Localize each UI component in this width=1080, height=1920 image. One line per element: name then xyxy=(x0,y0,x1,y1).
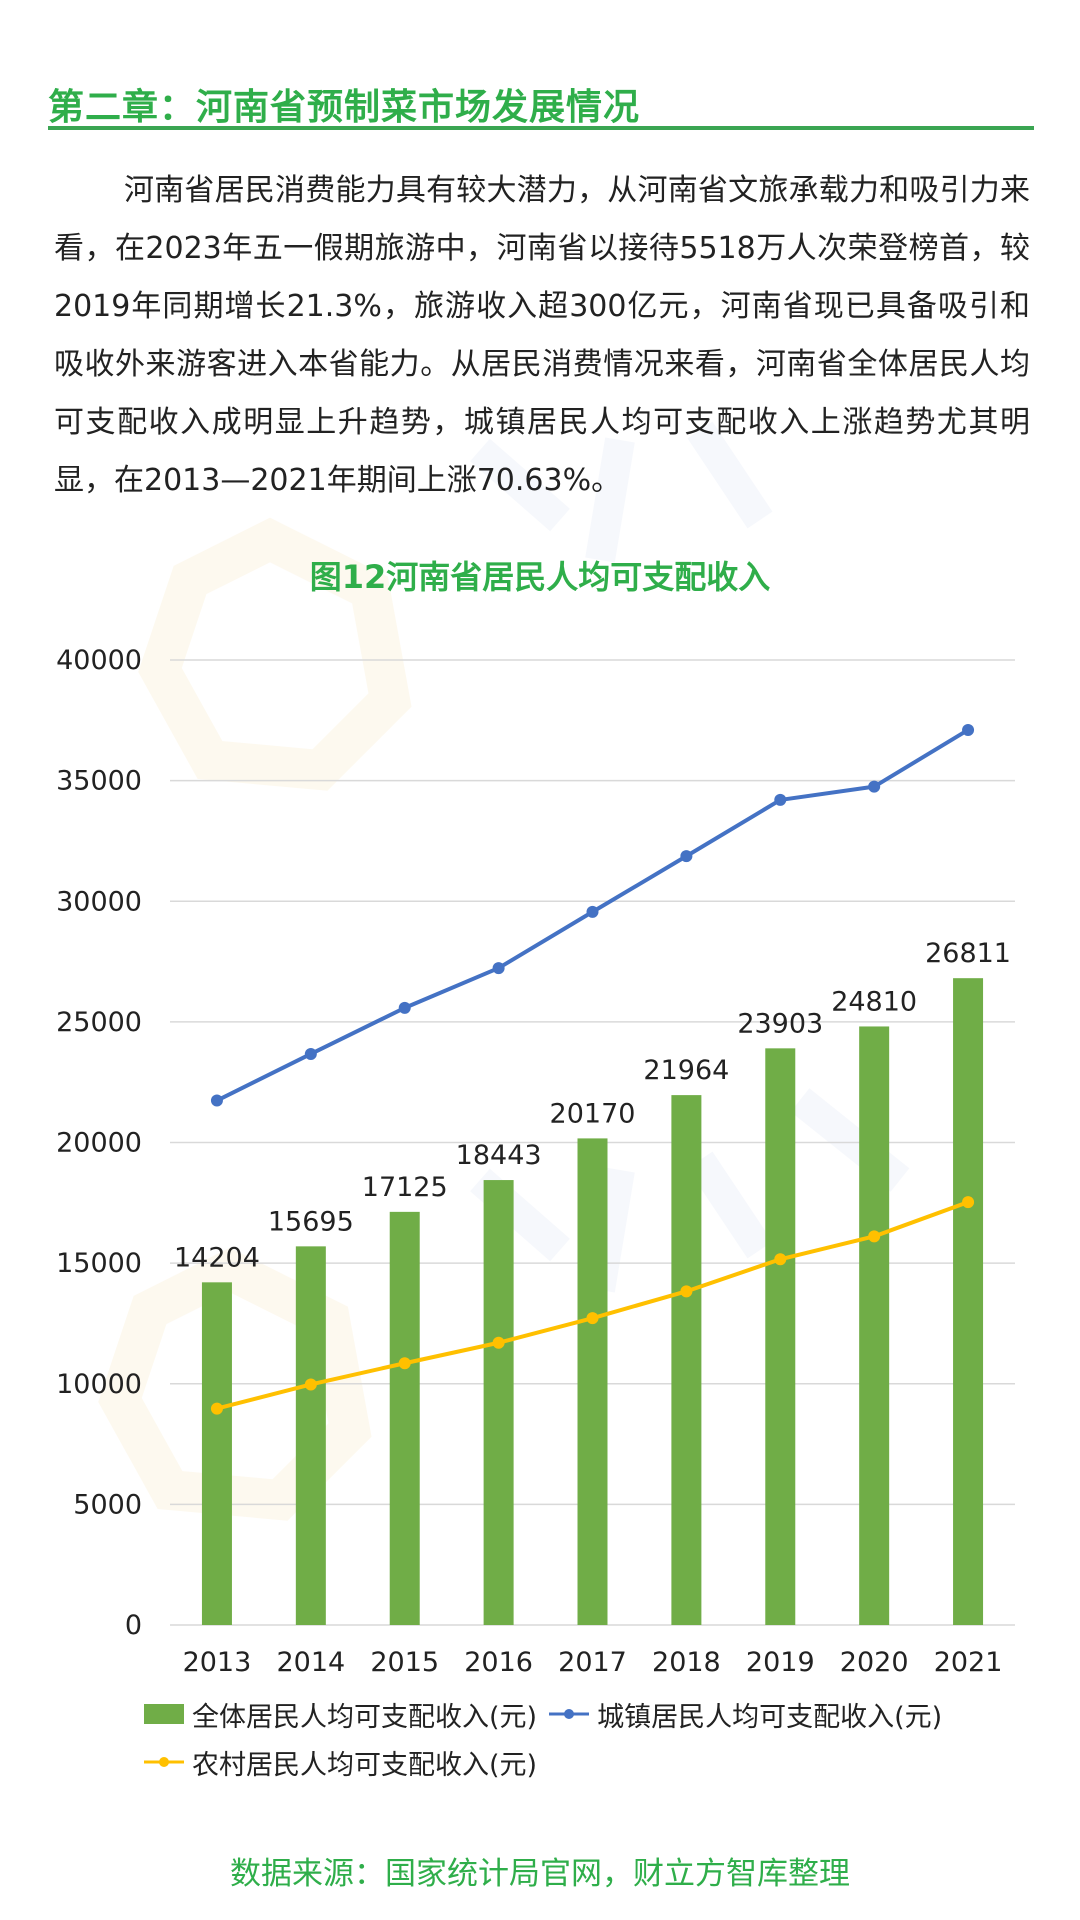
bar-data-label: 26811 xyxy=(925,938,1011,969)
legend-item-total: 全体居民人均可支配收入(元) xyxy=(144,1695,537,1734)
bar-data-label: 15695 xyxy=(268,1206,354,1237)
x-tick-label: 2016 xyxy=(464,1647,533,1678)
legend-item-rural: 农村居民人均可支配收入(元) xyxy=(144,1743,537,1782)
chart-title: 图12河南省居民人均可支配收入 xyxy=(309,558,771,596)
rural-income-point xyxy=(398,1357,411,1370)
bar-data-label: 17125 xyxy=(362,1172,448,1203)
title-divider xyxy=(48,126,1034,130)
urban-income-point xyxy=(398,1001,411,1014)
rural-income-point xyxy=(774,1253,787,1266)
y-tick-label: 10000 xyxy=(56,1369,142,1400)
urban-income-point xyxy=(492,962,505,975)
legend-label-total: 全体居民人均可支配收入(元) xyxy=(192,1701,538,1733)
bar xyxy=(859,1026,890,1625)
rural-income-point xyxy=(680,1285,693,1298)
x-tick-label: 2020 xyxy=(840,1647,909,1678)
rural-income-point xyxy=(962,1196,975,1209)
urban-income-point xyxy=(210,1094,223,1107)
bar xyxy=(295,1246,326,1625)
bar xyxy=(577,1138,608,1625)
legend-label-rural: 农村居民人均可支配收入(元) xyxy=(192,1749,538,1781)
bar-data-label: 18443 xyxy=(456,1140,542,1171)
bar xyxy=(953,978,984,1625)
x-tick-label: 2017 xyxy=(558,1647,627,1678)
income-chart: 0 5000 10000 15000 20000 25000 30000 35000 40000… xyxy=(56,645,1015,1678)
rural-income-point xyxy=(586,1312,599,1325)
x-tick-label: 2015 xyxy=(370,1647,439,1678)
bar xyxy=(201,1282,232,1625)
urban-income-point xyxy=(962,723,975,736)
y-tick-label: 30000 xyxy=(56,886,142,917)
chapter-title: 第二章：河南省预制菜市场发展情况 xyxy=(48,87,641,128)
bar xyxy=(389,1211,420,1625)
x-tick-label: 2019 xyxy=(746,1647,815,1678)
legend-line-swatch-rural xyxy=(144,1757,184,1767)
bar xyxy=(483,1180,514,1625)
legend-label-urban: 城镇居民人均可支配收入(元) xyxy=(597,1701,943,1733)
bar xyxy=(671,1095,702,1625)
y-tick-label: 15000 xyxy=(56,1248,142,1279)
bar-data-label: 23903 xyxy=(737,1008,823,1039)
urban-income-point xyxy=(304,1047,317,1060)
bar xyxy=(765,1048,796,1625)
y-tick-label: 35000 xyxy=(56,766,142,797)
legend-bar-swatch xyxy=(144,1704,184,1724)
x-tick-label: 2021 xyxy=(934,1647,1003,1678)
y-tick-label: 40000 xyxy=(56,645,142,676)
bar-data-label: 20170 xyxy=(550,1098,636,1129)
y-tick-label: 20000 xyxy=(56,1128,142,1159)
legend-item-urban: 城镇居民人均可支配收入(元) xyxy=(549,1695,942,1734)
body-paragraph: 河南省居民消费能力具有较大潜力，从河南省文旅承载力和吸引力来看，在2023年五一… xyxy=(54,173,1030,498)
data-source-note: 数据来源：国家统计局官网，财立方智库整理 xyxy=(230,1856,850,1892)
chart-legend: 全体居民人均可支配收入(元) 城镇居民人均可支配收入(元) 农村居民人均可支配收… xyxy=(144,1690,1024,1786)
legend-line-swatch-urban xyxy=(549,1709,590,1719)
bar-data-label: 24810 xyxy=(831,986,917,1017)
urban-income-point xyxy=(774,793,787,806)
y-tick-label: 0 xyxy=(125,1610,142,1641)
y-tick-label: 25000 xyxy=(56,1007,142,1038)
rural-income-point xyxy=(492,1336,505,1349)
bar-data-label: 14204 xyxy=(174,1242,260,1273)
x-tick-label: 2014 xyxy=(276,1647,345,1678)
urban-income-point xyxy=(680,850,693,863)
x-tick-label: 2018 xyxy=(652,1647,721,1678)
x-tick-label: 2013 xyxy=(183,1647,252,1678)
urban-income-point xyxy=(868,780,881,793)
urban-income-point xyxy=(586,905,599,918)
rural-income-point xyxy=(304,1378,317,1391)
rural-income-point xyxy=(210,1402,223,1415)
legend-row-2: 农村居民人均可支配收入(元) xyxy=(144,1738,1024,1786)
y-tick-label: 5000 xyxy=(73,1489,142,1520)
bar-data-label: 21964 xyxy=(643,1055,729,1086)
rural-income-point xyxy=(868,1230,881,1243)
legend-row-1: 全体居民人均可支配收入(元) 城镇居民人均可支配收入(元) xyxy=(144,1690,1024,1738)
